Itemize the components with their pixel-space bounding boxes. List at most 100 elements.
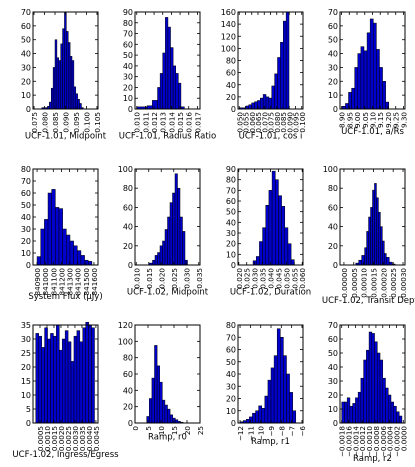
histogram-bar bbox=[374, 183, 377, 266]
x-tick-label: 0.0005 bbox=[36, 426, 45, 451]
x-tick-label: 0.0025 bbox=[64, 426, 73, 451]
histogram-panel-8: 0 20 40 60 80 100 0.00000 0.00005 0.00010 0.00015… bbox=[322, 165, 415, 306]
histogram-bar bbox=[368, 331, 373, 424]
x-tick-label: 9.15 bbox=[376, 112, 385, 128]
histogram-bar bbox=[182, 231, 186, 266]
x-tick-label: 5 bbox=[144, 426, 153, 431]
y-tick-label: 20 bbox=[328, 391, 338, 400]
x-axis-label: UCF-1.01, a/Rs bbox=[341, 127, 404, 137]
x-tick-label: 0.100 bbox=[298, 112, 307, 133]
x-tick-label: 9.00 bbox=[353, 112, 362, 128]
y-tick-label: 20 bbox=[123, 403, 133, 412]
y-tick-label: 80 bbox=[21, 165, 31, 174]
histogram-bar bbox=[62, 28, 65, 110]
x-tick-label: 0.015 bbox=[176, 112, 185, 133]
histogram-bar bbox=[49, 101, 52, 110]
histogram-bar bbox=[167, 26, 171, 110]
x-tick-label: 0.040 bbox=[267, 268, 276, 289]
y-tick-label: 40 bbox=[226, 370, 236, 379]
histogram-bar bbox=[386, 257, 390, 266]
x-tick-label: 0.055 bbox=[290, 268, 299, 289]
histogram-bar bbox=[376, 197, 379, 266]
y-tick-label: 50 bbox=[21, 201, 31, 210]
y-tick-label: 60 bbox=[226, 197, 236, 206]
histogram-bar bbox=[373, 22, 377, 110]
histogram-panel-5: 0 10 20 30 40 50 60 70 80 840900 841000 841100 84120… bbox=[21, 165, 103, 302]
histogram-bar bbox=[71, 60, 75, 110]
x-tick-label: 0.080 bbox=[41, 112, 50, 133]
histogram-bar bbox=[56, 57, 60, 110]
histogram-bar bbox=[384, 253, 387, 266]
x-tick-label: 10 bbox=[157, 426, 166, 436]
x-axis-label: UCF-1.02, Duration bbox=[230, 288, 311, 298]
x-tick-label: 841000 bbox=[41, 268, 50, 296]
histogram-bar bbox=[372, 189, 375, 266]
histogram-panel-11: 0 10 20 30 40 50 60 70 80 −12 −11 −10 −9 −8 −7 −6 Ramp, … bbox=[226, 321, 307, 447]
histogram-bar bbox=[64, 330, 69, 424]
y-tick-label: 5 bbox=[26, 405, 31, 414]
histogram-bar bbox=[167, 408, 171, 424]
x-tick-label: 841600 bbox=[90, 268, 99, 296]
histogram-bar bbox=[366, 349, 370, 424]
histogram-bar bbox=[54, 39, 58, 110]
y-tick-label: 20 bbox=[226, 240, 236, 249]
histogram-bar bbox=[80, 255, 85, 266]
x-tick-label: 0.00000 bbox=[340, 268, 349, 298]
x-tick-label: 0.060 bbox=[298, 268, 307, 289]
histogram-bar bbox=[77, 99, 80, 110]
histogram-bar bbox=[58, 208, 63, 266]
y-tick-label: 40 bbox=[328, 223, 338, 232]
y-tick-label: 40 bbox=[226, 81, 236, 90]
histogram-bar bbox=[169, 202, 173, 266]
histogram-bar bbox=[275, 179, 279, 266]
histogram-bar bbox=[165, 17, 169, 110]
histogram-bar bbox=[44, 219, 49, 266]
axes-frame bbox=[237, 11, 304, 110]
histogram-bar bbox=[387, 394, 392, 424]
x-tick-label: −6 bbox=[298, 426, 307, 437]
histogram-bar bbox=[167, 216, 171, 266]
y-tick-label: 70 bbox=[328, 321, 338, 330]
y-tick-label: 30 bbox=[328, 377, 338, 386]
y-tick-label: 20 bbox=[123, 83, 133, 92]
y-tick-label: 80 bbox=[226, 57, 236, 66]
y-tick-label: 10 bbox=[226, 407, 236, 416]
histogram-bar bbox=[73, 86, 77, 110]
y-tick-label: 90 bbox=[123, 8, 133, 17]
x-tick-label: 0.015 bbox=[145, 268, 154, 289]
x-tick-label: −0.0012 bbox=[358, 426, 367, 457]
x-tick-label: 0.090 bbox=[62, 112, 71, 133]
y-tick-label: 70 bbox=[328, 8, 338, 17]
x-tick-label: 0.00005 bbox=[350, 268, 359, 298]
histogram-bar bbox=[345, 103, 349, 110]
y-tick-label: 160 bbox=[221, 8, 236, 17]
histogram-bar bbox=[265, 96, 270, 110]
x-tick-label: −0.0004 bbox=[386, 426, 395, 458]
histogram-bar bbox=[172, 65, 176, 110]
histogram-bar bbox=[276, 328, 281, 424]
histogram-bar bbox=[82, 327, 86, 424]
histogram-bar bbox=[285, 11, 290, 110]
histogram-bar bbox=[284, 227, 289, 266]
y-tick-label: 10 bbox=[21, 391, 31, 400]
x-axis-label: Ramp, r1 bbox=[251, 437, 290, 447]
histogram-bar bbox=[261, 408, 266, 424]
y-tick-label: 70 bbox=[226, 333, 236, 342]
histogram-panel-6: 0 20 40 60 80 100 0.010 0.015 0.020 0.025 0.030 0.0… bbox=[118, 165, 209, 298]
y-tick-label: 20 bbox=[226, 93, 236, 102]
x-axis-label: UCF-1.02, Midpoint bbox=[127, 288, 209, 298]
x-tick-label: 9.10 bbox=[369, 112, 378, 128]
x-tick-label: −7 bbox=[288, 426, 297, 437]
axes-frame bbox=[339, 168, 406, 266]
x-tick-label: 0.035 bbox=[259, 268, 268, 289]
x-tick-label: 0.075 bbox=[30, 112, 39, 133]
histogram-bar bbox=[62, 228, 67, 266]
histogram-bar bbox=[157, 87, 161, 110]
y-tick-label: 0 bbox=[333, 261, 338, 270]
histogram-bar bbox=[177, 187, 181, 266]
x-tick-label: 840900 bbox=[33, 268, 42, 296]
histogram-bar bbox=[58, 60, 61, 110]
x-tick-label: −10 bbox=[257, 426, 266, 442]
histogram-bar bbox=[366, 231, 369, 266]
